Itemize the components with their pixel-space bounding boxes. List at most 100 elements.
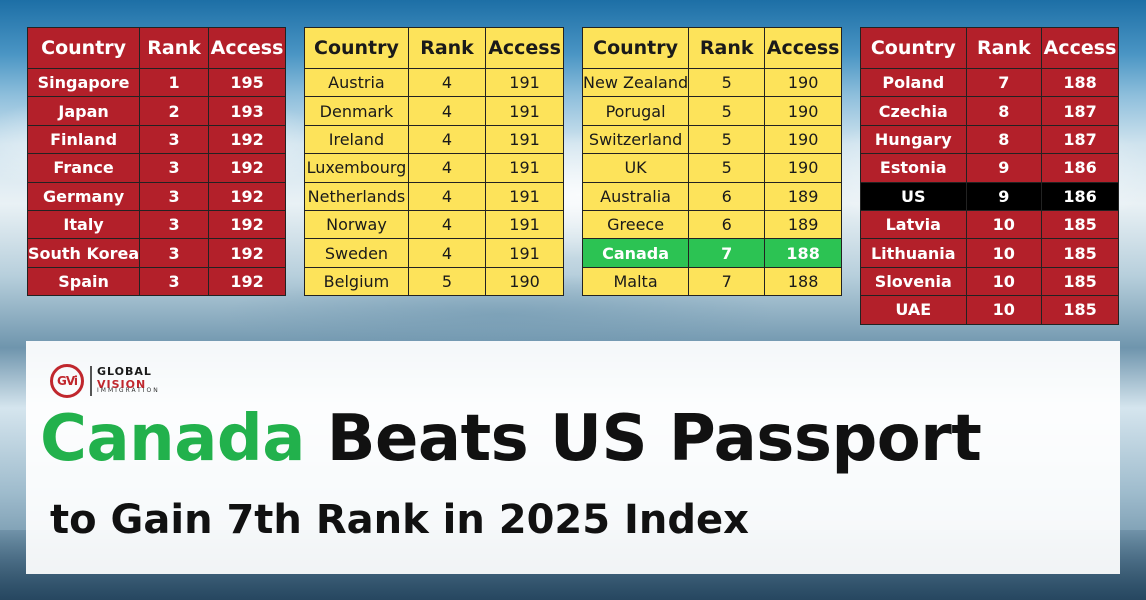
table-row: Norway 4 191 <box>304 209 564 240</box>
cell-rank: 4 <box>407 209 487 240</box>
cell-access: 191 <box>485 67 564 98</box>
cell-access: 191 <box>485 96 564 126</box>
table-row: Spain 3 192 <box>26 266 286 297</box>
cell-country: Greece <box>581 209 690 240</box>
cell-rank: 9 <box>965 181 1043 211</box>
table-row: Germany 3 192 <box>26 181 286 211</box>
cell-rank: 4 <box>407 124 487 155</box>
cell-access: 191 <box>485 124 564 155</box>
cell-access: 189 <box>764 181 842 211</box>
cell-rank: 4 <box>407 67 487 98</box>
table-row: Japan 2 193 <box>26 96 286 126</box>
cell-rank: 4 <box>407 238 487 268</box>
table-row: Finland 3 192 <box>26 124 286 155</box>
cell-country: Japan <box>26 96 141 126</box>
cell-access: 191 <box>485 238 564 268</box>
table-row: Austria 4 191 <box>304 67 564 98</box>
cell-access: 192 <box>208 153 286 183</box>
cell-access: 192 <box>208 181 286 211</box>
ranking-table-2: Country Rank Access Austria 4 191 Denmark 4… <box>304 27 564 297</box>
cell-rank: 4 <box>407 153 487 183</box>
cell-rank: 3 <box>139 181 210 211</box>
cell-access: 191 <box>485 181 564 211</box>
table-row: Hungary 8 187 <box>860 124 1119 155</box>
cell-rank: 10 <box>965 266 1043 297</box>
col-header-country: Country <box>26 27 141 69</box>
cell-rank: 7 <box>688 266 766 297</box>
logo-wordmark: GLOBAL VISION <box>97 365 180 391</box>
cell-access: 190 <box>764 153 842 183</box>
col-header-country: Country <box>860 27 967 69</box>
logo-word-vision: VISION <box>97 378 147 391</box>
table-row: Netherlands 4 191 <box>304 181 564 211</box>
table-row: Malta 7 188 <box>581 266 842 297</box>
cell-country: UK <box>581 153 690 183</box>
table-row: Slovenia 10 185 <box>860 266 1119 297</box>
cell-rank: 3 <box>139 238 210 268</box>
table-header-row: Country Rank Access <box>581 27 842 69</box>
cell-rank: 6 <box>688 209 766 240</box>
cell-access: 191 <box>485 153 564 183</box>
cell-country: Sweden <box>304 238 409 268</box>
ranking-table-1: Country Rank Access Singapore 1 195 Japan 2… <box>26 27 286 297</box>
col-header-rank: Rank <box>688 27 766 69</box>
col-header-country: Country <box>581 27 690 69</box>
cell-access: 192 <box>208 266 286 297</box>
cell-access: 190 <box>764 96 842 126</box>
table-row: New Zealand 5 190 <box>581 67 842 98</box>
cell-access: 185 <box>1041 238 1119 268</box>
table-header-row: Country Rank Access <box>26 27 286 69</box>
cell-country: Estonia <box>860 153 967 183</box>
cell-country: Australia <box>581 181 690 211</box>
cell-access: 187 <box>1041 124 1119 155</box>
cell-access: 190 <box>764 67 842 98</box>
table-row: Greece 6 189 <box>581 209 842 240</box>
table-row: Porugal 5 190 <box>581 96 842 126</box>
cell-access: 192 <box>208 209 286 240</box>
cell-rank: 10 <box>965 238 1043 268</box>
table-row: Ireland 4 191 <box>304 124 564 155</box>
cell-country: Czechia <box>860 96 967 126</box>
cell-access: 188 <box>764 238 842 268</box>
cell-country: Hungary <box>860 124 967 155</box>
ranking-table-3: Country Rank Access New Zealand 5 190 Poru… <box>581 27 842 297</box>
cell-rank: 5 <box>688 153 766 183</box>
cell-access: 191 <box>485 209 564 240</box>
table-row: South Korea 3 192 <box>26 238 286 268</box>
cell-country: Italy <box>26 209 141 240</box>
cell-access: 195 <box>208 67 286 98</box>
logo-word-global: GLOBAL <box>97 365 152 378</box>
cell-access: 189 <box>764 209 842 240</box>
title-banner: GVi GLOBAL VISION IMMIGRATION Canada Bea… <box>26 341 1120 574</box>
table-row: Switzerland 5 190 <box>581 124 842 155</box>
table-row: France 3 192 <box>26 153 286 183</box>
cell-country: Austria <box>304 67 409 98</box>
cell-access: 185 <box>1041 266 1119 297</box>
table-row-us-highlight: US 9 186 <box>860 181 1119 211</box>
logo-divider <box>90 366 92 396</box>
cell-rank: 6 <box>688 181 766 211</box>
col-header-access: Access <box>485 27 564 69</box>
cell-access: 186 <box>1041 153 1119 183</box>
cell-rank: 4 <box>407 181 487 211</box>
cell-rank: 4 <box>407 96 487 126</box>
cell-country: Switzerland <box>581 124 690 155</box>
cell-rank: 5 <box>688 96 766 126</box>
cell-rank: 2 <box>139 96 210 126</box>
table-row: Latvia 10 185 <box>860 209 1119 240</box>
table-row: Poland 7 188 <box>860 67 1119 98</box>
gvi-logo-icon: GVi <box>50 364 84 398</box>
subheadline: to Gain 7th Rank in 2025 Index <box>50 497 749 543</box>
headline-highlight: Canada <box>40 402 305 476</box>
cell-rank: 8 <box>965 96 1043 126</box>
cell-rank: 9 <box>965 153 1043 183</box>
cell-rank: 3 <box>139 124 210 155</box>
col-header-access: Access <box>208 27 286 69</box>
cell-access: 186 <box>1041 181 1119 211</box>
cell-country: UAE <box>860 295 967 325</box>
table-row: UAE 10 185 <box>860 295 1119 325</box>
cell-rank: 10 <box>965 295 1043 325</box>
table-row: Italy 3 192 <box>26 209 286 240</box>
cell-country: Ireland <box>304 124 409 155</box>
cell-access: 187 <box>1041 96 1119 126</box>
